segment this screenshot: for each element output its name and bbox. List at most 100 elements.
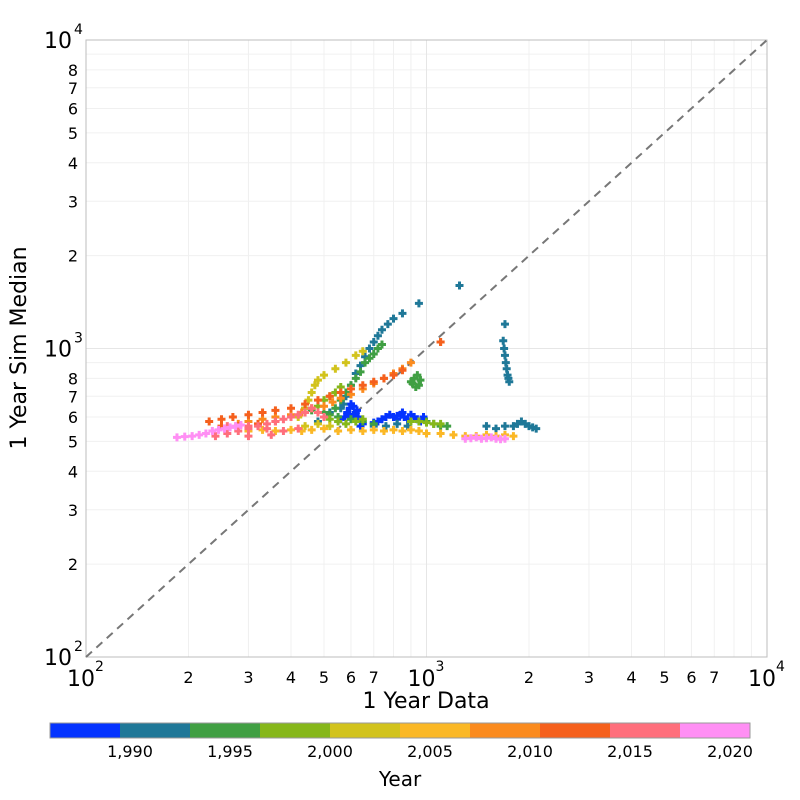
data-point <box>287 425 296 434</box>
data-point <box>234 427 243 436</box>
data-point <box>352 406 361 415</box>
data-point <box>373 331 382 340</box>
data-point <box>344 410 353 419</box>
data-point <box>398 309 407 318</box>
data-point <box>389 425 398 434</box>
data-point <box>228 412 237 421</box>
colorbar-bin <box>190 723 261 738</box>
data-point <box>422 429 431 438</box>
data-point <box>492 424 501 433</box>
data-point <box>351 351 360 360</box>
data-point <box>319 412 328 421</box>
data-point <box>406 425 415 434</box>
y-minor-tick-label: 8 <box>68 61 78 80</box>
x-minor-tick-label: 6 <box>686 668 696 687</box>
data-point <box>398 366 407 375</box>
data-point <box>188 432 197 441</box>
data-point <box>201 429 210 438</box>
data-point <box>205 417 214 426</box>
data-point <box>294 424 303 433</box>
data-point <box>365 344 374 353</box>
data-point <box>244 432 253 441</box>
y-minor-tick-label: 5 <box>68 124 78 143</box>
data-point <box>406 358 415 367</box>
data-point <box>398 408 407 417</box>
data-point <box>319 424 328 433</box>
data-point <box>313 396 322 405</box>
data-point <box>500 434 509 443</box>
data-point <box>482 422 491 431</box>
y-minor-tick-label: 7 <box>68 79 78 98</box>
data-point <box>356 422 365 431</box>
data-point <box>509 432 518 441</box>
data-point <box>414 417 423 426</box>
data-point <box>301 422 310 431</box>
data-point <box>369 337 378 346</box>
series-2031-2036 <box>172 420 509 444</box>
colorbar-tick-label: 2,005 <box>407 742 453 761</box>
data-point <box>336 388 345 397</box>
data-point <box>244 422 253 431</box>
x-minor-tick-label: 6 <box>346 668 356 687</box>
data-point <box>379 374 388 383</box>
y-minor-tick-label: 6 <box>68 408 78 427</box>
data-point <box>505 377 514 386</box>
data-point <box>325 415 334 424</box>
data-point <box>195 430 204 439</box>
data-point <box>307 388 316 397</box>
data-point <box>307 425 316 434</box>
data-point <box>413 371 422 380</box>
data-point <box>379 427 388 436</box>
data-point <box>313 408 322 417</box>
data-point <box>443 422 452 431</box>
data-point <box>319 371 328 380</box>
plot-grid <box>85 39 768 658</box>
data-point <box>393 419 402 428</box>
y-tick-exponent: 2 <box>74 639 83 655</box>
x-tick-label: 10 <box>748 667 776 692</box>
x-tick-exponent: 2 <box>95 659 104 675</box>
data-point <box>377 325 386 334</box>
y-minor-tick-label: 3 <box>68 501 78 520</box>
data-point <box>267 430 276 439</box>
data-point <box>377 340 386 349</box>
data-point <box>422 418 431 427</box>
data-point <box>500 351 509 360</box>
data-point <box>346 415 355 424</box>
y-minor-tick-label: 5 <box>68 432 78 451</box>
colorbar-tick-label: 2,015 <box>607 742 653 761</box>
data-point <box>258 408 267 417</box>
data-point <box>351 417 360 426</box>
y-minor-tick-label: 4 <box>68 154 78 173</box>
y-minor-tick-label: 7 <box>68 387 78 406</box>
data-point <box>307 404 316 413</box>
data-point <box>328 398 337 407</box>
colorbar-bin <box>50 723 121 738</box>
data-point <box>254 422 263 431</box>
data-point <box>389 371 398 380</box>
data-point <box>416 376 425 385</box>
y-minor-tick-label: 6 <box>68 99 78 118</box>
data-point <box>271 417 280 426</box>
data-point <box>211 432 220 441</box>
data-point <box>369 349 378 358</box>
data-point <box>414 427 423 436</box>
data-point <box>381 422 390 431</box>
y-minor-tick-label: 4 <box>68 462 78 481</box>
data-point <box>341 419 350 428</box>
x-minor-tick-label: 5 <box>659 668 669 687</box>
data-point <box>325 422 334 431</box>
data-point <box>313 419 322 428</box>
colorbar-bin <box>120 723 191 738</box>
data-point <box>341 358 350 367</box>
colorbar-tick-label: 1,995 <box>207 742 253 761</box>
data-point <box>408 379 417 388</box>
colorbar-label: Year <box>378 767 422 791</box>
data-point <box>358 415 367 424</box>
data-point <box>449 430 458 439</box>
data-point <box>319 402 328 411</box>
data-point <box>301 408 310 417</box>
plot-frame <box>85 39 768 658</box>
